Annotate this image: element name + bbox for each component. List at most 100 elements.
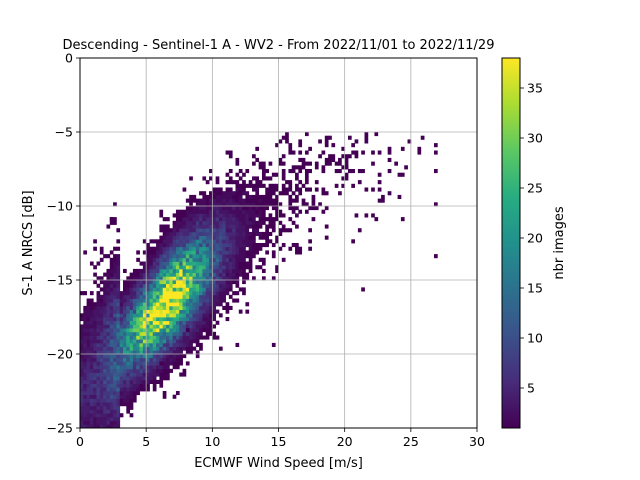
heatmap-cell	[225, 254, 230, 259]
heatmap-cell	[238, 202, 243, 207]
heatmap-cell	[172, 317, 177, 322]
heatmap-cell	[338, 157, 342, 162]
heatmap-cell	[139, 261, 144, 266]
heatmap-cell	[199, 239, 203, 244]
heatmap-cell	[83, 328, 88, 333]
heatmap-cell	[156, 294, 160, 299]
heatmap-cell	[275, 183, 279, 188]
heatmap-cell	[304, 169, 309, 174]
heatmap-cell	[377, 198, 382, 203]
heatmap-cell	[166, 224, 170, 229]
heatmap-cell	[123, 346, 127, 351]
heatmap-cell	[83, 350, 88, 355]
heatmap-cell	[132, 313, 137, 318]
heatmap-cell	[212, 335, 217, 340]
heatmap-cell	[354, 139, 359, 144]
heatmap-cell	[202, 320, 207, 325]
heatmap-cell	[132, 328, 137, 333]
heatmap-cell	[156, 261, 160, 266]
heatmap-cell	[132, 342, 137, 347]
heatmap-cell	[182, 220, 187, 225]
heatmap-cell	[172, 339, 177, 344]
heatmap-cell	[228, 272, 233, 277]
heatmap-cell	[175, 265, 180, 270]
heatmap-cell	[225, 272, 230, 277]
heatmap-cell	[152, 346, 157, 351]
heatmap-cell	[83, 365, 88, 370]
heatmap-cell	[248, 257, 253, 262]
heatmap-cell	[126, 342, 131, 347]
heatmap-cell	[252, 176, 256, 181]
heatmap-cell	[218, 194, 223, 199]
heatmap-cell	[96, 368, 101, 373]
heatmap-cell	[129, 287, 134, 292]
heatmap-cell	[152, 313, 157, 318]
heatmap-cell	[89, 405, 94, 410]
heatmap-cell	[228, 169, 233, 174]
heatmap-cell	[175, 335, 180, 340]
heatmap-cell	[215, 220, 220, 225]
heatmap-cell	[129, 391, 134, 396]
heatmap-cell	[93, 328, 97, 333]
heatmap-cell	[175, 302, 180, 307]
heatmap-cell	[113, 220, 117, 225]
heatmap-cell	[93, 350, 97, 355]
heatmap-cell	[202, 220, 207, 225]
heatmap-cell	[142, 331, 147, 336]
heatmap-cell	[182, 283, 187, 288]
heatmap-cell	[136, 305, 140, 310]
heatmap-cell	[80, 402, 84, 407]
heatmap-cell	[225, 187, 230, 192]
heatmap-cell	[89, 379, 94, 384]
x-axis-label: ECMWF Wind Speed [m/s]	[194, 456, 363, 471]
heatmap-cell	[182, 328, 187, 333]
heatmap-cell	[146, 294, 150, 299]
heatmap-cell	[129, 339, 134, 344]
heatmap-cell	[248, 265, 253, 270]
heatmap-cell	[222, 235, 226, 240]
heatmap-cell	[126, 302, 131, 307]
plot-area: 0 5 10 15 20 25 30 −25−20−15−10−50	[47, 51, 485, 450]
heatmap-cell	[175, 328, 180, 333]
heatmap-cell	[265, 206, 269, 211]
heatmap-cell	[146, 331, 150, 336]
heatmap-cell	[126, 280, 131, 285]
heatmap-cell	[179, 265, 183, 270]
heatmap-cell	[123, 365, 127, 370]
heatmap-cell	[182, 354, 187, 359]
heatmap-cell	[235, 213, 240, 218]
heatmap-cell	[166, 361, 170, 366]
heatmap-cell	[103, 413, 107, 418]
heatmap-cell	[159, 335, 164, 340]
heatmap-cell	[199, 231, 203, 236]
heatmap-cell	[106, 280, 111, 285]
heatmap-cell	[261, 231, 266, 236]
heatmap-cell	[119, 413, 124, 418]
heatmap-cell	[129, 346, 134, 351]
heatmap-cell	[175, 313, 180, 318]
heatmap-cell	[156, 305, 160, 310]
heatmap-cell	[109, 268, 114, 273]
heatmap-cell	[162, 298, 167, 303]
heatmap-cell	[152, 335, 157, 340]
heatmap-cell	[228, 228, 233, 233]
heatmap-cell	[235, 187, 240, 192]
heatmap-cell	[185, 231, 190, 236]
heatmap-cell	[248, 254, 253, 259]
heatmap-cell	[209, 239, 213, 244]
heatmap-cell	[123, 342, 127, 347]
heatmap-cell	[195, 198, 200, 203]
heatmap-cell	[86, 335, 91, 340]
heatmap-cell	[271, 254, 276, 259]
heatmap-cell	[89, 350, 94, 355]
heatmap-cell	[195, 339, 200, 344]
heatmap-cell	[232, 235, 236, 240]
heatmap-cell	[242, 239, 246, 244]
heatmap-cell	[189, 268, 193, 273]
heatmap-cell	[96, 357, 101, 362]
heatmap-cell	[132, 287, 137, 292]
heatmap-cell	[215, 243, 220, 248]
heatmap-cell	[139, 276, 144, 281]
heatmap-cell	[218, 313, 223, 318]
heatmap-cell	[215, 320, 220, 325]
